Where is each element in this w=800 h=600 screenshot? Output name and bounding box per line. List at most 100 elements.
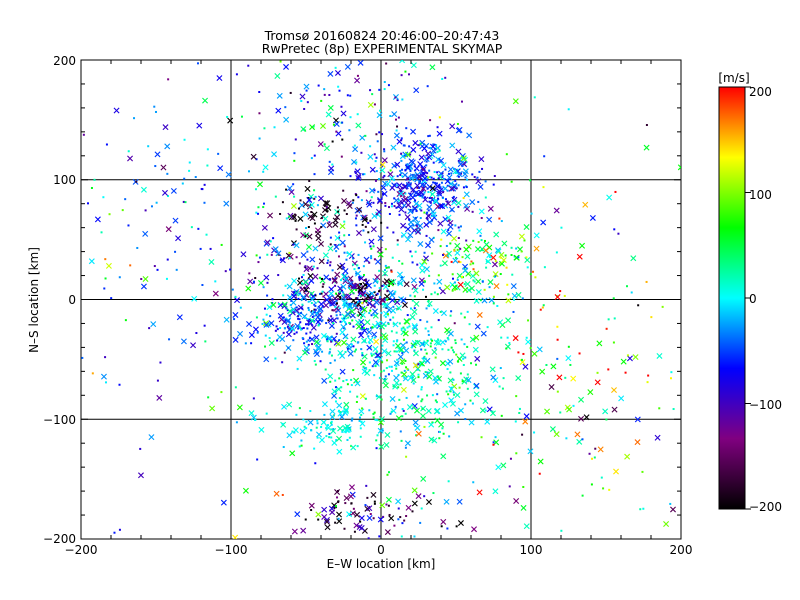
- data-point-x: [437, 220, 444, 227]
- data-point-dot: [285, 188, 288, 191]
- data-point-x: [281, 301, 288, 308]
- data-point-dot: [304, 265, 307, 268]
- data-point-dot: [400, 172, 403, 175]
- data-point-x: [274, 73, 281, 80]
- data-point-dot: [375, 170, 378, 173]
- data-point-dot: [342, 380, 345, 383]
- data-point-dot: [379, 296, 382, 299]
- data-point-dot: [418, 362, 421, 365]
- data-point-x: [331, 388, 338, 395]
- data-point-x: [409, 314, 416, 321]
- data-point-dot: [325, 338, 328, 341]
- data-point-dot: [410, 255, 413, 258]
- data-point-dot: [430, 176, 433, 179]
- data-point-x: [140, 186, 147, 193]
- data-point-dot: [596, 371, 599, 374]
- data-point-dot: [404, 169, 407, 172]
- data-point-x: [346, 203, 353, 209]
- data-point-dot: [300, 100, 303, 103]
- data-point-x: [321, 401, 328, 408]
- data-point-dot: [400, 439, 403, 442]
- data-point-dot: [334, 244, 337, 247]
- data-point-dot: [428, 197, 431, 200]
- data-point-dot: [359, 294, 362, 297]
- data-point-x: [429, 191, 436, 198]
- data-point-dot: [414, 216, 417, 219]
- data-point-dot: [588, 452, 591, 455]
- data-point-dot: [578, 352, 581, 355]
- data-point-x: [421, 258, 428, 265]
- data-point-dot: [361, 354, 364, 357]
- data-point-dot: [411, 261, 414, 264]
- data-point-dot: [362, 327, 365, 330]
- data-point-x: [355, 323, 362, 330]
- data-point-dot: [348, 129, 351, 132]
- data-point-dot: [432, 181, 435, 184]
- data-point-dot: [351, 417, 354, 420]
- data-point-x: [331, 439, 338, 446]
- data-point-dot: [321, 277, 324, 280]
- data-point-x: [455, 127, 462, 134]
- data-point-dot: [255, 211, 258, 214]
- data-point-dot: [401, 98, 404, 101]
- data-point-dot: [435, 144, 438, 147]
- data-point-x: [540, 219, 547, 226]
- data-point-x: [415, 493, 422, 500]
- data-point-dot: [521, 433, 524, 436]
- data-point-x: [407, 208, 414, 215]
- data-point-dot: [297, 297, 300, 300]
- data-point-dot: [298, 277, 301, 280]
- data-point-dot: [183, 177, 186, 180]
- data-point-x: [309, 336, 316, 343]
- data-point-x: [294, 511, 301, 518]
- data-point-dot: [288, 251, 291, 254]
- data-point-x: [500, 257, 507, 264]
- data-point-dot: [365, 278, 368, 281]
- data-point-dot: [167, 195, 170, 198]
- data-point-dot: [359, 435, 362, 438]
- colorbar-ticks: [745, 86, 751, 510]
- data-point-dot: [441, 176, 444, 179]
- data-point-dot: [437, 319, 440, 322]
- data-point-x: [570, 375, 577, 382]
- data-point-x: [377, 355, 384, 362]
- data-point-dot: [454, 288, 457, 291]
- data-point-dot: [512, 310, 515, 313]
- data-point-dot: [338, 243, 341, 246]
- data-point-x: [387, 171, 394, 178]
- data-point-dot: [353, 144, 356, 147]
- data-point-dot: [607, 368, 610, 371]
- data-point-dot: [426, 178, 429, 181]
- data-point-x: [367, 337, 374, 344]
- data-point-x: [310, 324, 317, 331]
- data-point-x: [340, 110, 347, 117]
- y-tick-label: 100: [53, 173, 76, 187]
- data-point-x: [358, 408, 365, 415]
- data-point-dot: [459, 372, 462, 375]
- data-point-x: [447, 330, 454, 337]
- data-point-x: [370, 491, 377, 498]
- data-point-dot: [420, 400, 423, 403]
- data-point-dot: [159, 361, 162, 364]
- data-point-x: [334, 271, 341, 278]
- data-point-dot: [108, 213, 111, 216]
- data-point-dot: [590, 457, 593, 460]
- data-point-dot: [374, 365, 377, 368]
- data-point-x: [417, 222, 424, 229]
- data-point-dot: [464, 418, 467, 421]
- data-point-dot: [383, 378, 386, 381]
- data-point-dot: [533, 431, 536, 434]
- data-point-dot: [369, 89, 372, 92]
- data-point-dot: [323, 93, 326, 96]
- data-point-dot: [514, 420, 517, 423]
- data-point-dot: [501, 387, 504, 390]
- data-point-dot: [457, 360, 460, 363]
- data-point-x: [376, 112, 383, 119]
- data-point-dot: [447, 229, 450, 232]
- data-point-x: [315, 314, 322, 320]
- data-point-dot: [452, 391, 455, 394]
- data-point-dot: [387, 373, 390, 376]
- data-point-x: [498, 260, 505, 267]
- data-point-x: [486, 216, 493, 223]
- data-point-dot: [396, 358, 399, 361]
